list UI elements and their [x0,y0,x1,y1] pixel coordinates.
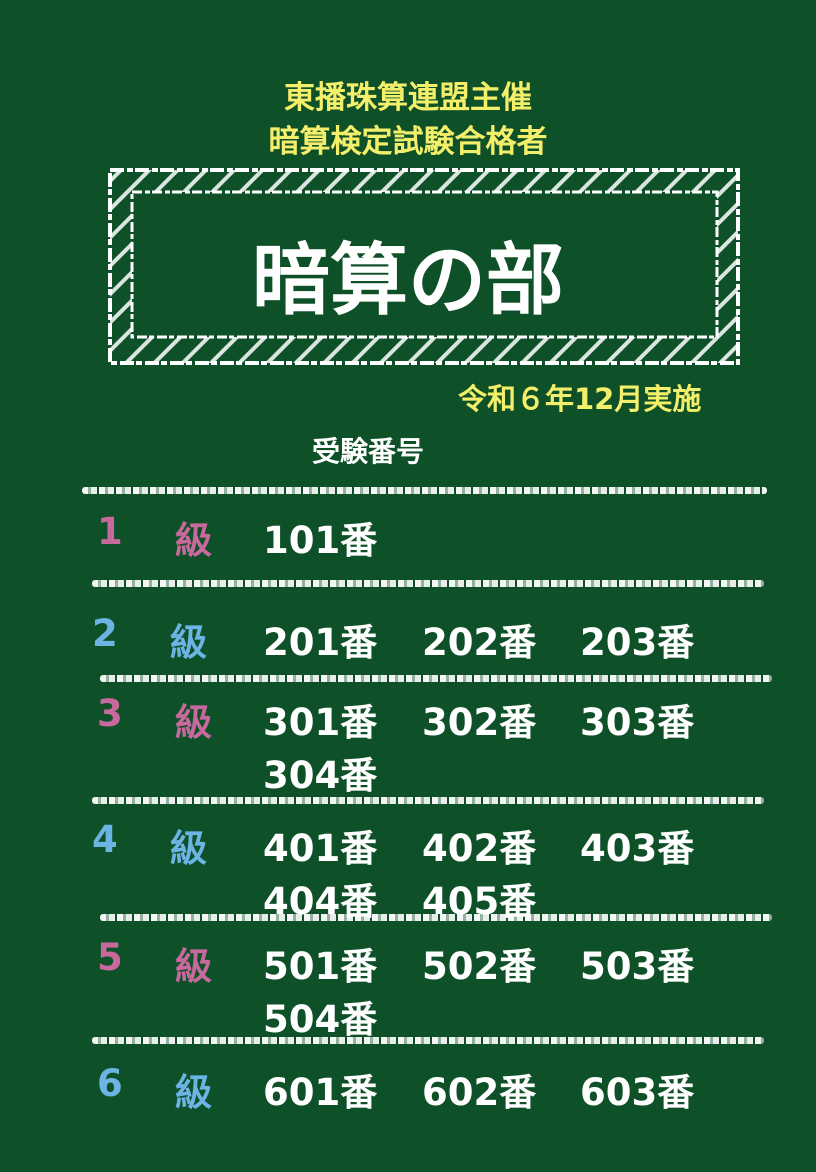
grade-unit: 級 [170,827,207,870]
date-text: 令和６年12月実施 [458,382,702,416]
chalk-divider [92,580,764,587]
grade-unit: 級 [175,945,212,988]
exam-number: 503番 [580,945,695,988]
grade-unit: 級 [175,1071,212,1114]
exam-number: 504番 [263,998,378,1041]
exam-number: 101番 [263,519,378,562]
exam-number: 601番 [263,1071,378,1114]
exam-number: 202番 [422,621,537,664]
exam-number: 501番 [263,945,378,988]
grade-row: 1 級 101番 [0,510,816,620]
grade-row: 5 級 501番 502番 503番 504番 [0,936,816,1046]
grade-row: 3 級 301番 302番 303番 304番 [0,692,816,802]
grade-number: 4 [92,818,118,861]
column-label: 受験番号 [312,435,425,468]
exam-number: 402番 [422,827,537,870]
exam-number: 404番 [263,880,378,923]
exam-number: 603番 [580,1071,695,1114]
grade-unit: 級 [170,621,207,664]
grade-unit: 級 [175,519,212,562]
chalk-divider [92,1037,764,1044]
exam-number: 403番 [580,827,695,870]
grade-number: 2 [92,612,118,655]
grade-number: 3 [97,692,123,735]
exam-number: 201番 [263,621,378,664]
chalk-divider [92,797,764,804]
exam-number: 304番 [263,754,378,797]
grade-number: 5 [97,936,123,979]
organizer-text: 東播珠算連盟主催 [284,80,532,116]
subtitle-text: 暗算検定試験合格者 [268,124,548,160]
grade-row: 2 級 201番 202番 203番 [0,612,816,722]
exam-number: 405番 [422,880,537,923]
grade-row: 6 級 601番 602番 603番 [0,1062,816,1172]
grade-row: 4 級 401番 402番 403番 404番 405番 [0,818,816,928]
grade-number: 6 [97,1062,123,1105]
page-title: 暗算の部 [251,236,564,326]
chalk-divider [100,675,772,682]
exam-number: 602番 [422,1071,537,1114]
exam-number: 302番 [422,701,537,744]
exam-number: 401番 [263,827,378,870]
chalk-divider [100,914,772,921]
exam-number: 303番 [580,701,695,744]
title-frame [108,168,740,365]
grade-unit: 級 [175,701,212,744]
exam-number: 502番 [422,945,537,988]
grade-number: 1 [97,510,123,553]
chalk-divider [82,487,767,494]
exam-number: 203番 [580,621,695,664]
exam-number: 301番 [263,701,378,744]
